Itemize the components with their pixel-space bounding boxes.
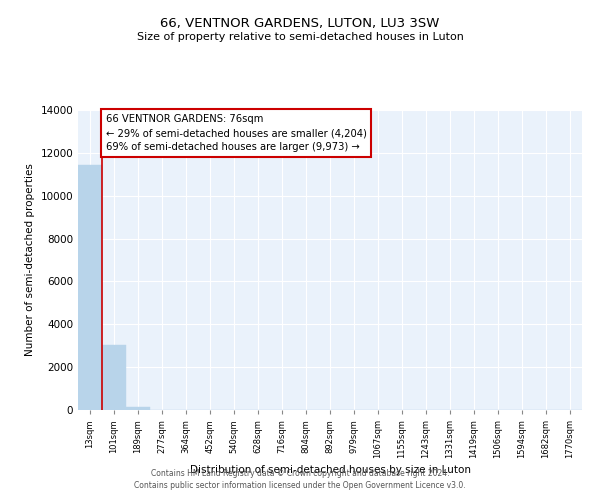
Bar: [126, 408, 150, 410]
Text: 66, VENTNOR GARDENS, LUTON, LU3 3SW: 66, VENTNOR GARDENS, LUTON, LU3 3SW: [160, 18, 440, 30]
X-axis label: Distribution of semi-detached houses by size in Luton: Distribution of semi-detached houses by …: [190, 465, 470, 475]
Y-axis label: Number of semi-detached properties: Number of semi-detached properties: [25, 164, 35, 356]
Bar: [102, 346, 126, 410]
Text: 66 VENTNOR GARDENS: 76sqm
← 29% of semi-detached houses are smaller (4,204)
69% : 66 VENTNOR GARDENS: 76sqm ← 29% of semi-…: [106, 114, 367, 152]
Text: Contains HM Land Registry data © Crown copyright and database right 2024.: Contains HM Land Registry data © Crown c…: [151, 468, 449, 477]
Text: Size of property relative to semi-detached houses in Luton: Size of property relative to semi-detach…: [137, 32, 463, 42]
Bar: [78, 164, 102, 410]
Text: Contains public sector information licensed under the Open Government Licence v3: Contains public sector information licen…: [134, 481, 466, 490]
